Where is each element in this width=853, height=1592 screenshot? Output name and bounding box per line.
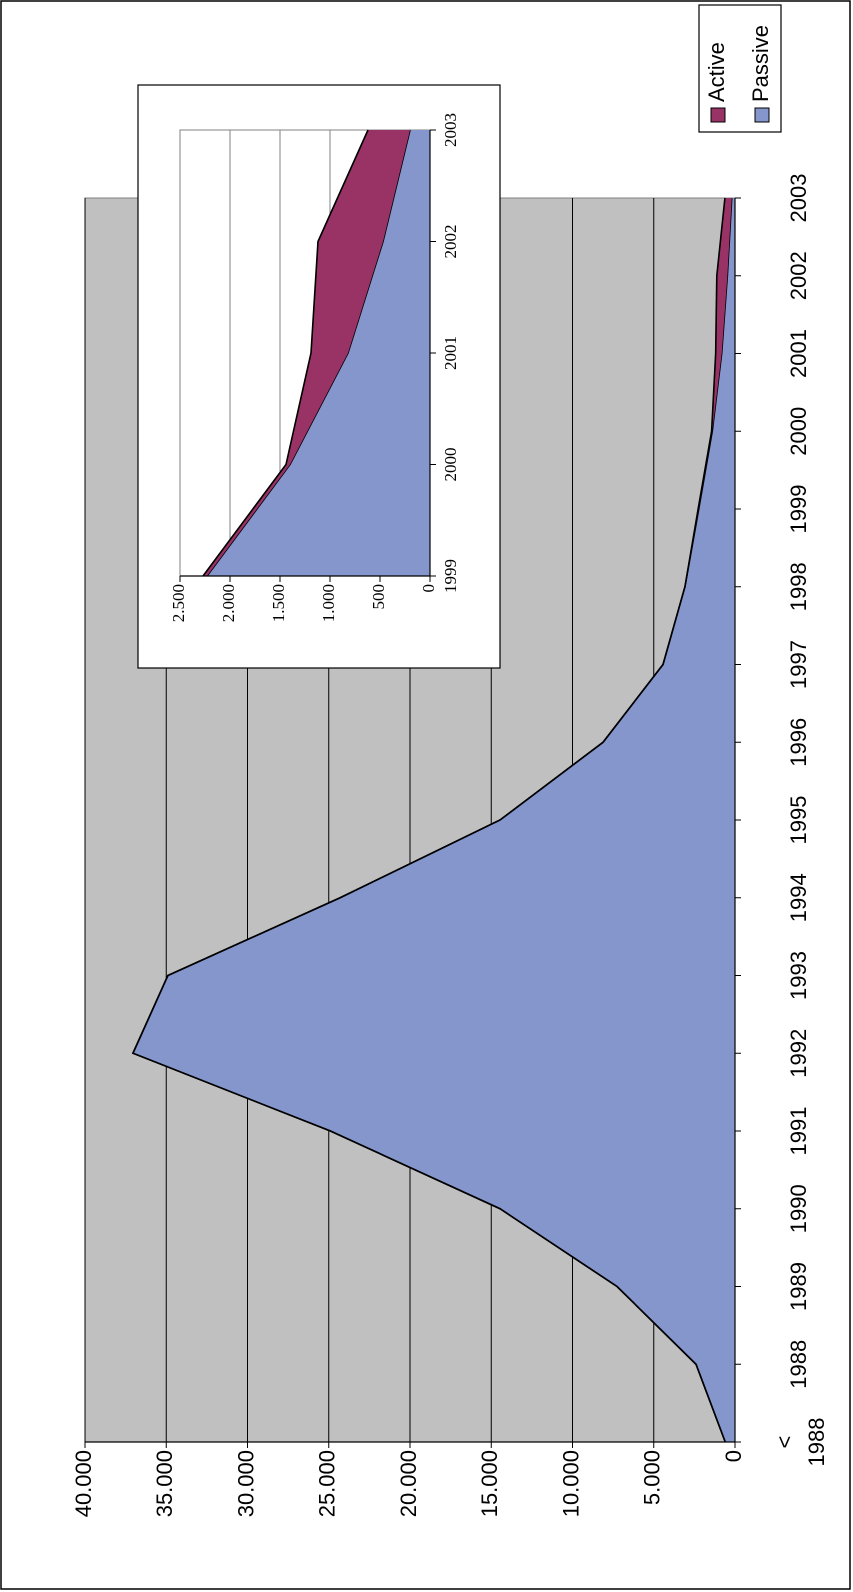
x-tick-label: 1989 (786, 1262, 811, 1311)
y-tick-label: 5.000 (640, 1450, 665, 1505)
area (203, 130, 410, 576)
legend-label: Passive (748, 25, 773, 102)
y-tick-label: 25.000 (315, 1450, 340, 1517)
x-tick-label: 1994 (786, 873, 811, 922)
x-tick-label: 2001 (441, 336, 460, 370)
area (132, 198, 735, 1442)
x-tick-label: 1999 (786, 485, 811, 534)
x-tick-label: 2002 (786, 251, 811, 300)
x-tick-label: 2001 (786, 329, 811, 378)
area-outline (202, 129, 369, 577)
x-tick-label: 2002 (441, 225, 460, 259)
x-tick-label: 2003 (786, 174, 811, 223)
y-tick-label: 0 (419, 584, 438, 593)
x-tick-label: 1990 (786, 1184, 811, 1233)
x-tick-label: 1988 (786, 1340, 811, 1389)
x-tick-label: 1996 (786, 718, 811, 767)
legend-box (698, 4, 782, 133)
area-outline (131, 197, 726, 1443)
x-tick-label: 1998 (786, 562, 811, 611)
x-tick-label: 1991 (786, 1107, 811, 1156)
y-tick-label: 30.000 (233, 1450, 258, 1517)
x-tick-label: 1997 (786, 640, 811, 689)
y-tick-label: 40.000 (71, 1450, 96, 1517)
y-tick-label: 35.000 (152, 1450, 177, 1517)
area (207, 130, 430, 576)
rotated-chart: 0 5.000 10.000 15.000 20.000 25.000 30.000 35.0… (71, 4, 829, 1517)
x-tick-label: 1999 (441, 559, 460, 593)
x-tick-label: <1988 (772, 1418, 829, 1467)
x-tick-label: 1995 (786, 796, 811, 845)
y-tick-label: 15.000 (477, 1450, 502, 1517)
x-tick-label: 2000 (441, 448, 460, 482)
legend-swatch (754, 107, 770, 123)
x-tick-label: 1992 (786, 1029, 811, 1078)
legend: Active Passive (698, 4, 782, 133)
y-tick-label: 20.000 (396, 1450, 421, 1517)
chart: 0 500 1.000 1.500 2.000 2.500 1999 2000 2001 2002… (137, 84, 501, 669)
y-tick-label: 2.000 (219, 584, 238, 622)
legend-label: Active (704, 42, 729, 102)
y-tick-label: 0 (721, 1450, 746, 1462)
y-tick-label: 1.000 (319, 584, 338, 622)
y-tick-label: 2.500 (169, 584, 188, 622)
y-tick-label: 500 (369, 584, 388, 610)
x-tick-label: 2003 (441, 113, 460, 147)
x-tick-label: 2000 (786, 407, 811, 456)
x-tick-label: 1993 (786, 951, 811, 1000)
y-tick-label: 1.500 (269, 584, 288, 622)
y-tick-label: 10.000 (558, 1450, 583, 1517)
legend-swatch (710, 107, 726, 123)
